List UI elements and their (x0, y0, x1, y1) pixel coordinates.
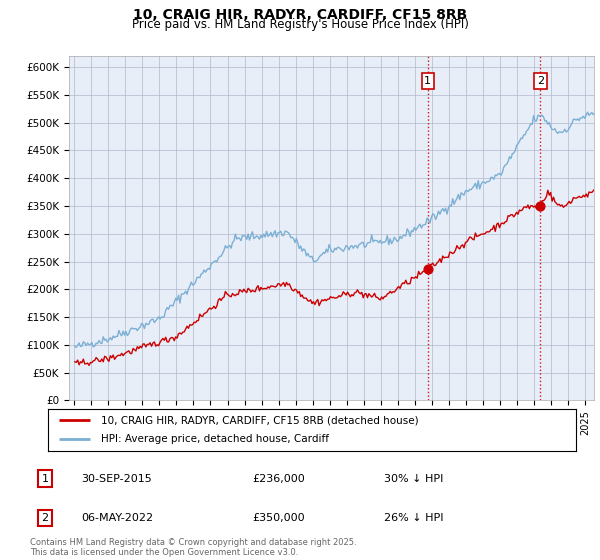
Text: 1: 1 (424, 76, 431, 86)
Text: 10, CRAIG HIR, RADYR, CARDIFF, CF15 8RB: 10, CRAIG HIR, RADYR, CARDIFF, CF15 8RB (133, 8, 467, 22)
Text: 2: 2 (41, 513, 49, 523)
Text: Price paid vs. HM Land Registry's House Price Index (HPI): Price paid vs. HM Land Registry's House … (131, 18, 469, 31)
Text: 1: 1 (41, 474, 49, 484)
Text: 30% ↓ HPI: 30% ↓ HPI (384, 474, 443, 484)
Text: £236,000: £236,000 (252, 474, 305, 484)
Text: HPI: Average price, detached house, Cardiff: HPI: Average price, detached house, Card… (101, 435, 329, 445)
Text: £350,000: £350,000 (252, 513, 305, 523)
Text: 26% ↓ HPI: 26% ↓ HPI (384, 513, 443, 523)
Point (536, 202, 545, 211)
Text: 2: 2 (537, 76, 544, 86)
Point (423, 265, 433, 274)
Text: 06-MAY-2022: 06-MAY-2022 (81, 513, 153, 523)
Text: 30-SEP-2015: 30-SEP-2015 (81, 474, 152, 484)
Text: Contains HM Land Registry data © Crown copyright and database right 2025.
This d: Contains HM Land Registry data © Crown c… (30, 538, 356, 557)
Text: 10, CRAIG HIR, RADYR, CARDIFF, CF15 8RB (detached house): 10, CRAIG HIR, RADYR, CARDIFF, CF15 8RB … (101, 415, 418, 425)
